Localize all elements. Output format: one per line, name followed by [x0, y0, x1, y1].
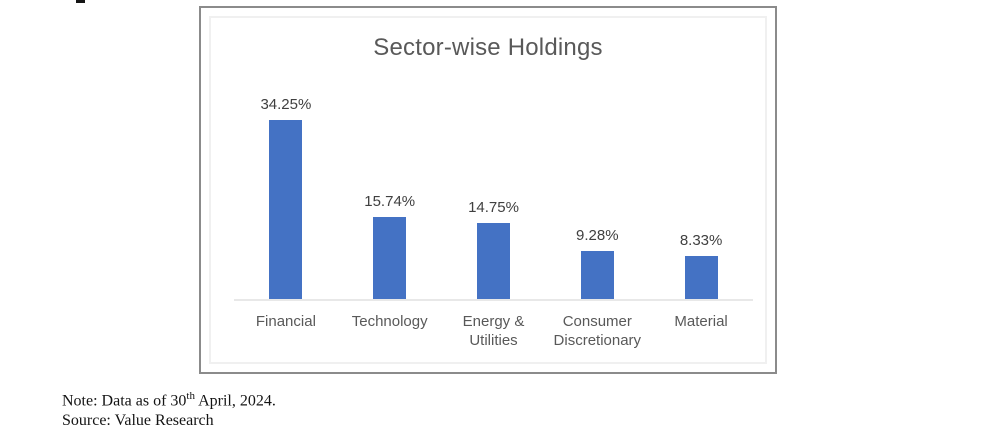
bar-value-label: 9.28%	[576, 227, 619, 244]
chart-plot: 34.25% 15.74% 14.75% 9.28% 8.33%	[234, 96, 753, 300]
category-label: Technology	[351, 313, 428, 330]
footer-notes: Note: Data as of 30th April, 2024. Sourc…	[62, 386, 276, 431]
category-label: Energy & Utilities	[462, 313, 525, 349]
category-label: Financial	[255, 313, 316, 330]
category-label: Consumer Discretionary	[553, 313, 642, 349]
bar-value-label: 8.33%	[679, 232, 723, 249]
bar-value-label: 15.74%	[364, 193, 416, 210]
bar-value-label: 34.25%	[260, 96, 312, 113]
x-axis-line	[234, 299, 753, 301]
chart-title: Sector-wise Holdings	[373, 34, 603, 61]
chart-frame: Sector-wise Holdings 34.25% 15.74% 14.75% 9…	[199, 6, 777, 374]
bar	[684, 256, 718, 300]
bar	[269, 120, 303, 300]
note-line: Note: Data as of 30th April, 2024.	[62, 390, 276, 410]
source-line: Source: Value Research	[62, 412, 214, 430]
bar-value-label: 14.75%	[468, 199, 519, 216]
bar	[373, 217, 407, 300]
category-label: Material	[674, 313, 728, 330]
category-axis: Financial Technology Energy & Utilities Con…	[234, 312, 753, 356]
bar	[580, 251, 614, 300]
ordinal-superscript: th	[186, 390, 195, 402]
bar	[477, 223, 510, 300]
cropped-text-artifact	[76, 0, 85, 3]
